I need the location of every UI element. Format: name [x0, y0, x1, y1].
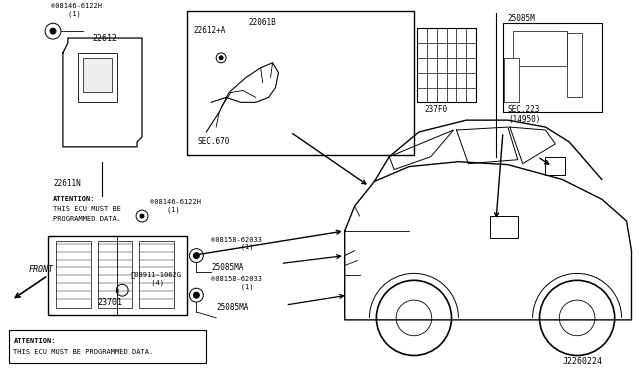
Text: 22612: 22612	[93, 34, 118, 43]
Text: 25085M: 25085M	[508, 14, 536, 23]
Bar	[77, 53, 117, 102]
Text: SEC.670: SEC.670	[197, 137, 230, 146]
Text: 25085MA: 25085MA	[211, 263, 244, 272]
Bar	[139, 241, 173, 308]
Circle shape	[193, 253, 200, 259]
Bar	[504, 58, 519, 102]
Bar	[56, 241, 91, 308]
Bar	[48, 236, 186, 315]
Text: ®08158-62033
       (1): ®08158-62033 (1)	[211, 276, 262, 290]
Text: ®08158-62033
       (1): ®08158-62033 (1)	[211, 237, 262, 250]
Text: PROGRAMMED DATA.: PROGRAMMED DATA.	[53, 216, 121, 222]
Text: 22611N: 22611N	[53, 179, 81, 188]
Text: ATTENTION:: ATTENTION:	[13, 338, 56, 344]
Text: 25085MA: 25085MA	[216, 303, 248, 312]
Text: ATTENTION:: ATTENTION:	[53, 196, 95, 202]
Text: ®08146-6122H
    (1): ®08146-6122H (1)	[51, 3, 102, 17]
Bar	[8, 330, 206, 363]
Bar	[417, 28, 476, 102]
Bar	[186, 12, 414, 155]
Text: N: N	[116, 289, 119, 294]
Text: 22612+A: 22612+A	[193, 26, 226, 35]
Circle shape	[193, 292, 200, 298]
Circle shape	[219, 56, 223, 60]
Text: THIS ECU MUST BE PROGRAMMED DATA.: THIS ECU MUST BE PROGRAMMED DATA.	[13, 350, 154, 356]
Circle shape	[140, 214, 144, 218]
Text: 23701: 23701	[97, 298, 122, 307]
Text: THIS ECU MUST BE: THIS ECU MUST BE	[53, 206, 121, 212]
Bar	[97, 241, 132, 308]
Text: SEC.223
(14950): SEC.223 (14950)	[508, 105, 540, 124]
Bar	[567, 33, 582, 97]
Bar	[513, 31, 567, 66]
Bar	[545, 157, 565, 174]
Text: FRONT: FRONT	[28, 265, 53, 275]
Text: ®08146-6122H
    (1): ®08146-6122H (1)	[150, 199, 201, 213]
Bar	[83, 58, 113, 93]
Text: 22061B: 22061B	[249, 18, 276, 27]
Circle shape	[50, 28, 56, 34]
Bar	[503, 23, 602, 112]
Bar	[490, 216, 518, 238]
Text: 237F0: 237F0	[425, 105, 448, 114]
Text: J2260224: J2260224	[563, 357, 602, 366]
Text: ⓝ08911-1062G
     (4): ⓝ08911-1062G (4)	[130, 272, 181, 286]
